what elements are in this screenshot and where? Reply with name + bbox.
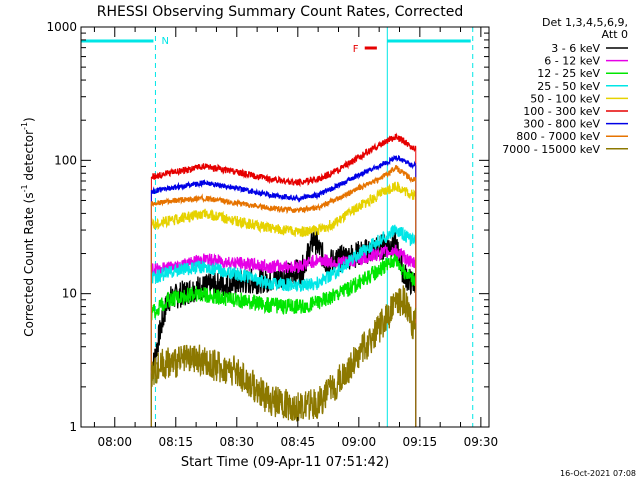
y-axis-label-end: ) (22, 117, 36, 122)
legend-label-5: 100 - 300 keV (523, 105, 600, 118)
series-4-line (150, 181, 417, 238)
y-axis: 1 10 100 1000 (46, 20, 489, 434)
legend-header-line1: Det 1,3,4,5,6,9, (542, 16, 628, 29)
legend-label-2: 12 - 25 keV (537, 67, 600, 80)
flare-label: F (353, 44, 359, 55)
x-axis: 08:00 08:15 08:30 08:45 09:00 09:15 09:30 (93, 27, 499, 449)
series-3-line (150, 224, 417, 292)
y-tick-label-3: 1000 (46, 20, 77, 34)
x-tick-label-3: 08:45 (281, 435, 316, 449)
y-axis-label-mid: detector (22, 130, 36, 185)
series-6-line (150, 154, 417, 203)
chart-title: RHESSI Observing Summary Count Rates, Co… (97, 4, 463, 20)
legend-label-4: 50 - 100 keV (530, 92, 600, 105)
plot-frame (80, 26, 490, 428)
legend-label-0: 3 - 6 keV (551, 42, 600, 55)
y-axis-label-main: Corrected Count Rate (s (22, 192, 36, 336)
series-2-line (150, 253, 417, 321)
x-axis-label: Start Time (09-Apr-11 07:51:42) (181, 455, 389, 470)
x-tick-label-2: 08:30 (219, 435, 254, 449)
x-tick-label-1: 08:15 (158, 435, 193, 449)
legend-label-1: 6 - 12 keV (544, 55, 600, 68)
y-axis-label-sup2: -1 (20, 122, 29, 130)
y-tick-label-0: 1 (69, 420, 77, 434)
series-7-line (150, 164, 417, 215)
night-label: N (161, 36, 168, 47)
x-tick-label-0: 08:00 (97, 435, 132, 449)
series-5-line (151, 132, 417, 188)
y-axis-label-sup1: -1 (20, 184, 29, 192)
x-tick-label-5: 09:15 (403, 435, 438, 449)
x-tick-label-6: 09:30 (464, 435, 499, 449)
y-axis-label: Corrected Count Rate (s-1 detector-1) (20, 117, 36, 336)
y-tick-label-2: 100 (54, 153, 77, 167)
legend-label-8: 7000 - 15000 keV (502, 143, 600, 156)
series-8-line (150, 285, 417, 422)
footer-date: 16-Oct-2021 07:08 (560, 469, 636, 478)
legend-label-6: 300 - 800 keV (523, 118, 600, 131)
legend-label-3: 25 - 50 keV (537, 80, 600, 93)
x-tick-label-4: 09:00 (342, 435, 377, 449)
series-group (150, 132, 417, 427)
series-8 (150, 285, 417, 427)
legend-header-line2: Att 0 (602, 28, 628, 41)
legend-label-7: 800 - 7000 keV (516, 130, 600, 143)
y-tick-label-1: 10 (62, 287, 77, 301)
